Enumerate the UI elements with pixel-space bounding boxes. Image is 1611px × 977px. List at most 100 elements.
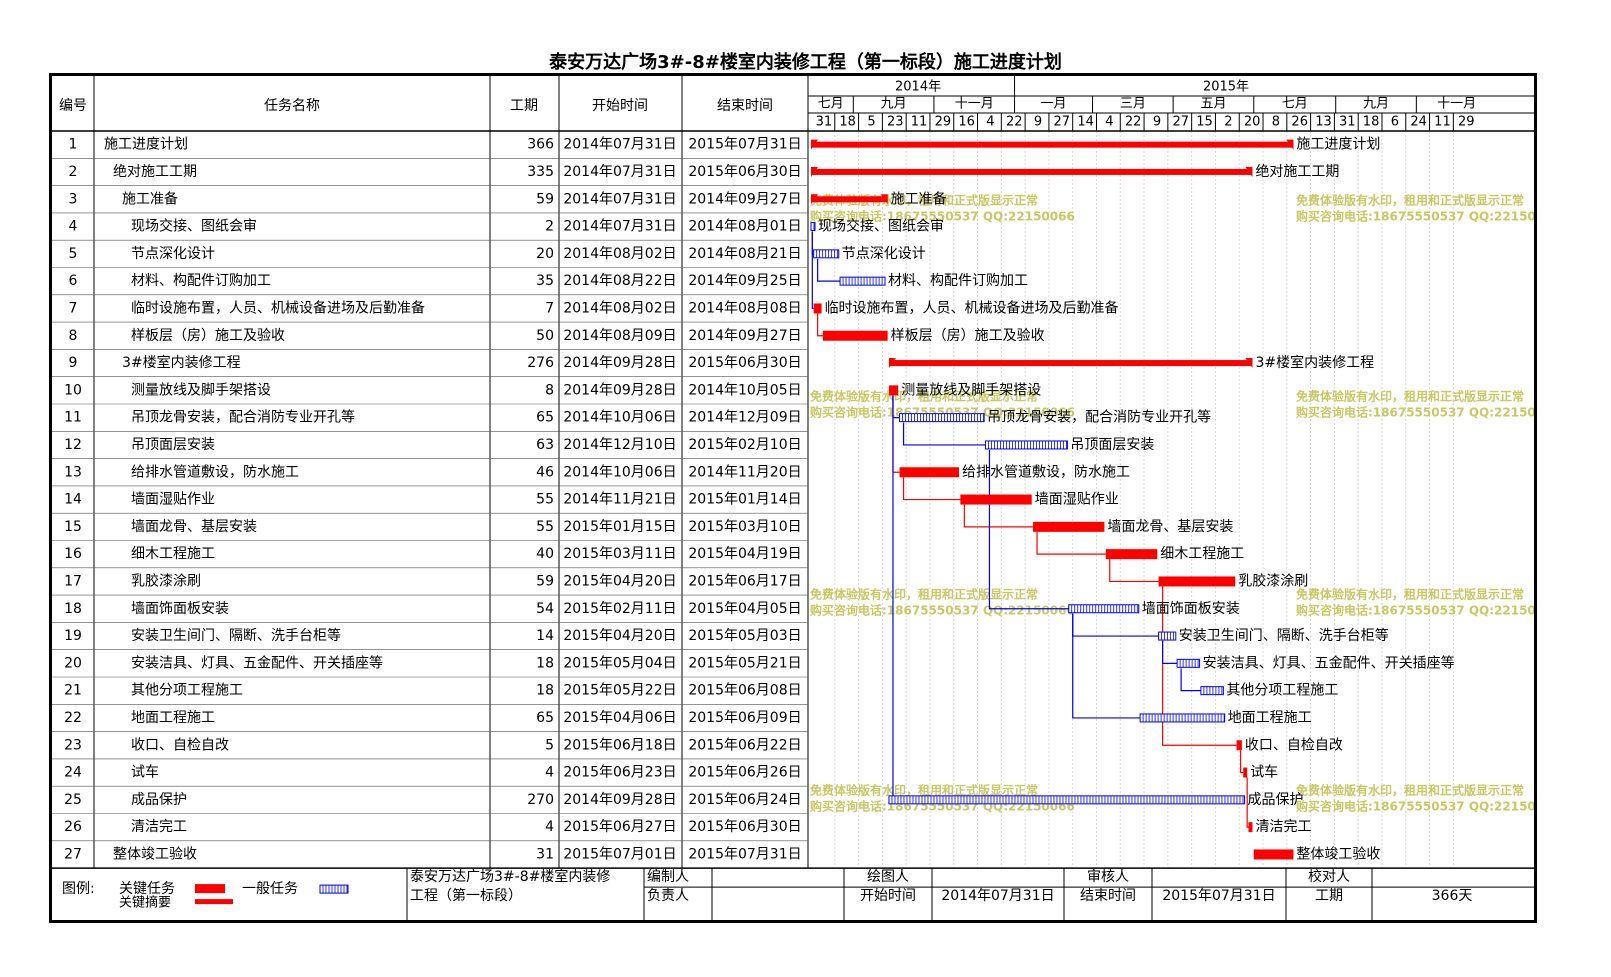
task-number: 15 xyxy=(64,519,82,535)
dependency-link xyxy=(1246,777,1249,828)
task-bar-label: 绝对施工工期 xyxy=(1255,164,1339,180)
watermark-text: 免费体验版有水印，租用和正式版显示正常 xyxy=(810,389,1038,404)
task-duration: 46 xyxy=(536,464,554,480)
task-bar-label: 试车 xyxy=(1250,764,1278,781)
task-start-date: 2015年05月04日 xyxy=(563,655,676,671)
legend-normal-swatch xyxy=(319,884,349,894)
task-end-date: 2014年08月08日 xyxy=(688,300,801,316)
timeline-day-label: 9 xyxy=(1153,115,1161,130)
timeline-day-label: 22 xyxy=(1006,115,1023,130)
task-end-date: 2015年06月26日 xyxy=(688,765,801,781)
summary-bar-cap xyxy=(1245,358,1253,369)
column-header-duration: 工期 xyxy=(510,98,538,114)
task-end-date: 2015年02月10日 xyxy=(688,437,801,453)
task-end-date: 2014年09月25日 xyxy=(688,273,801,289)
task-name: 安装卫生间门、隔断、洗手台柜等 xyxy=(131,627,341,644)
task-number: 12 xyxy=(64,437,82,453)
task-number: 22 xyxy=(64,710,82,726)
summary-bar xyxy=(888,360,1253,367)
timeline-day-label: 22 xyxy=(1125,115,1142,130)
summary-bar-cap xyxy=(880,194,888,205)
task-duration: 65 xyxy=(536,410,554,426)
timeline-day-label: 11 xyxy=(911,115,928,130)
task-number: 7 xyxy=(69,300,78,316)
summary-bar-cap xyxy=(1286,139,1294,150)
timeline-day-label: 16 xyxy=(958,115,975,130)
critical-task-bar xyxy=(1253,849,1294,860)
timeline-day-label: 6 xyxy=(1391,115,1399,130)
task-name: 细木工程施工 xyxy=(131,546,215,562)
task-end-date: 2015年07月31日 xyxy=(688,137,801,153)
task-name: 清洁完工 xyxy=(131,819,187,835)
task-number: 1 xyxy=(69,137,78,153)
task-end-date: 2015年06月24日 xyxy=(688,792,801,808)
timeline-day-label: 14 xyxy=(1077,115,1094,130)
task-bar-label: 施工进度计划 xyxy=(1296,137,1380,153)
timeline-year-2014: 2014年 xyxy=(895,80,941,95)
watermark-text: 购买咨询电话:18675550537 QQ:22150066 xyxy=(810,405,1075,420)
critical-task-bar xyxy=(888,385,899,396)
summary-bar xyxy=(811,196,888,203)
task-bar-label: 成品保护 xyxy=(1248,792,1304,808)
task-bar-label: 吊顶面层安装 xyxy=(1070,437,1154,453)
task-duration: 54 xyxy=(536,601,554,617)
footer-label-editor: 编制人 xyxy=(647,869,689,885)
task-start-date: 2015年03月11日 xyxy=(563,546,676,562)
footer-label-start: 开始时间 xyxy=(860,888,916,904)
summary-bar xyxy=(811,168,1253,175)
timeline-day-label: 29 xyxy=(1458,115,1475,130)
task-number: 3 xyxy=(69,191,78,207)
task-end-date: 2015年06月30日 xyxy=(688,355,801,371)
critical-task-bar xyxy=(899,467,960,478)
task-start-date: 2015年06月27日 xyxy=(563,819,676,835)
task-name: 施工进度计划 xyxy=(104,137,188,153)
summary-bar-cap xyxy=(1245,166,1253,177)
task-duration: 335 xyxy=(527,164,554,180)
timeline-day-label: 5 xyxy=(867,115,875,130)
watermark-text: 购买咨询电话:18675550537 QQ:22150066 xyxy=(1296,799,1534,814)
task-duration: 270 xyxy=(527,792,554,808)
task-number: 13 xyxy=(64,464,82,480)
task-name: 其他分项工程施工 xyxy=(131,683,243,699)
timeline-month-label: 十一月 xyxy=(955,97,994,112)
task-bar-label: 墙面湿贴作业 xyxy=(1035,492,1119,508)
timeline-day-label: 4 xyxy=(986,115,994,130)
task-start-date: 2015年04月20日 xyxy=(563,573,676,589)
task-start-date: 2014年10月06日 xyxy=(563,464,676,480)
task-duration: 18 xyxy=(536,683,554,699)
task-start-date: 2015年04月06日 xyxy=(563,710,676,726)
normal-task-bar xyxy=(839,276,886,286)
task-duration: 2 xyxy=(545,219,554,235)
task-name: 墙面龙骨、基层安装 xyxy=(131,518,257,535)
page-title: 泰安万达广场3#-8#楼室内装修工程（第一标段）施工进度计划 xyxy=(549,52,1062,73)
legend-title: 图例: xyxy=(62,881,95,897)
task-name: 测量放线及脚手架搭设 xyxy=(131,382,271,398)
watermark-text: 免费体验版有水印，租用和正式版显示正常 xyxy=(1296,587,1524,602)
task-duration: 276 xyxy=(527,355,554,371)
task-duration: 59 xyxy=(536,191,554,207)
task-start-date: 2014年09月28日 xyxy=(563,792,676,808)
column-header-start: 开始时间 xyxy=(592,98,648,114)
timeline-day-label: 31 xyxy=(1339,115,1356,130)
task-end-date: 2015年06月17日 xyxy=(688,573,801,589)
task-bar-label: 安装洁具、灯具、五金配件、开关插座等 xyxy=(1203,654,1455,671)
timeline-month-label: 一月 xyxy=(1041,97,1067,112)
column-header-name: 任务名称 xyxy=(264,98,320,114)
task-name: 乳胶漆涂刷 xyxy=(131,572,201,589)
task-name: 墙面饰面板安装 xyxy=(131,601,229,617)
timeline-day-label: 4 xyxy=(1105,115,1113,130)
task-start-date: 2014年12月10日 xyxy=(563,437,676,453)
normal-task-bar xyxy=(984,440,1068,450)
watermark-text: 免费体验版有水印，租用和正式版显示正常 xyxy=(810,783,1038,798)
task-start-date: 2014年07月31日 xyxy=(563,219,676,235)
normal-task-bar xyxy=(1068,604,1140,614)
task-bar-label: 施工准备 xyxy=(891,190,947,207)
timeline-day-label: 23 xyxy=(887,115,904,130)
critical-task-bar xyxy=(1248,822,1253,833)
task-duration: 31 xyxy=(536,846,554,862)
watermark-text: 购买咨询电话:18675550537 QQ:22150066 xyxy=(810,209,1075,224)
task-start-date: 2015年01月15日 xyxy=(563,519,676,535)
footer-label-drawer: 绘图人 xyxy=(867,869,909,885)
timeline-day-label: 11 xyxy=(1434,115,1451,130)
task-end-date: 2014年09月27日 xyxy=(688,328,801,344)
